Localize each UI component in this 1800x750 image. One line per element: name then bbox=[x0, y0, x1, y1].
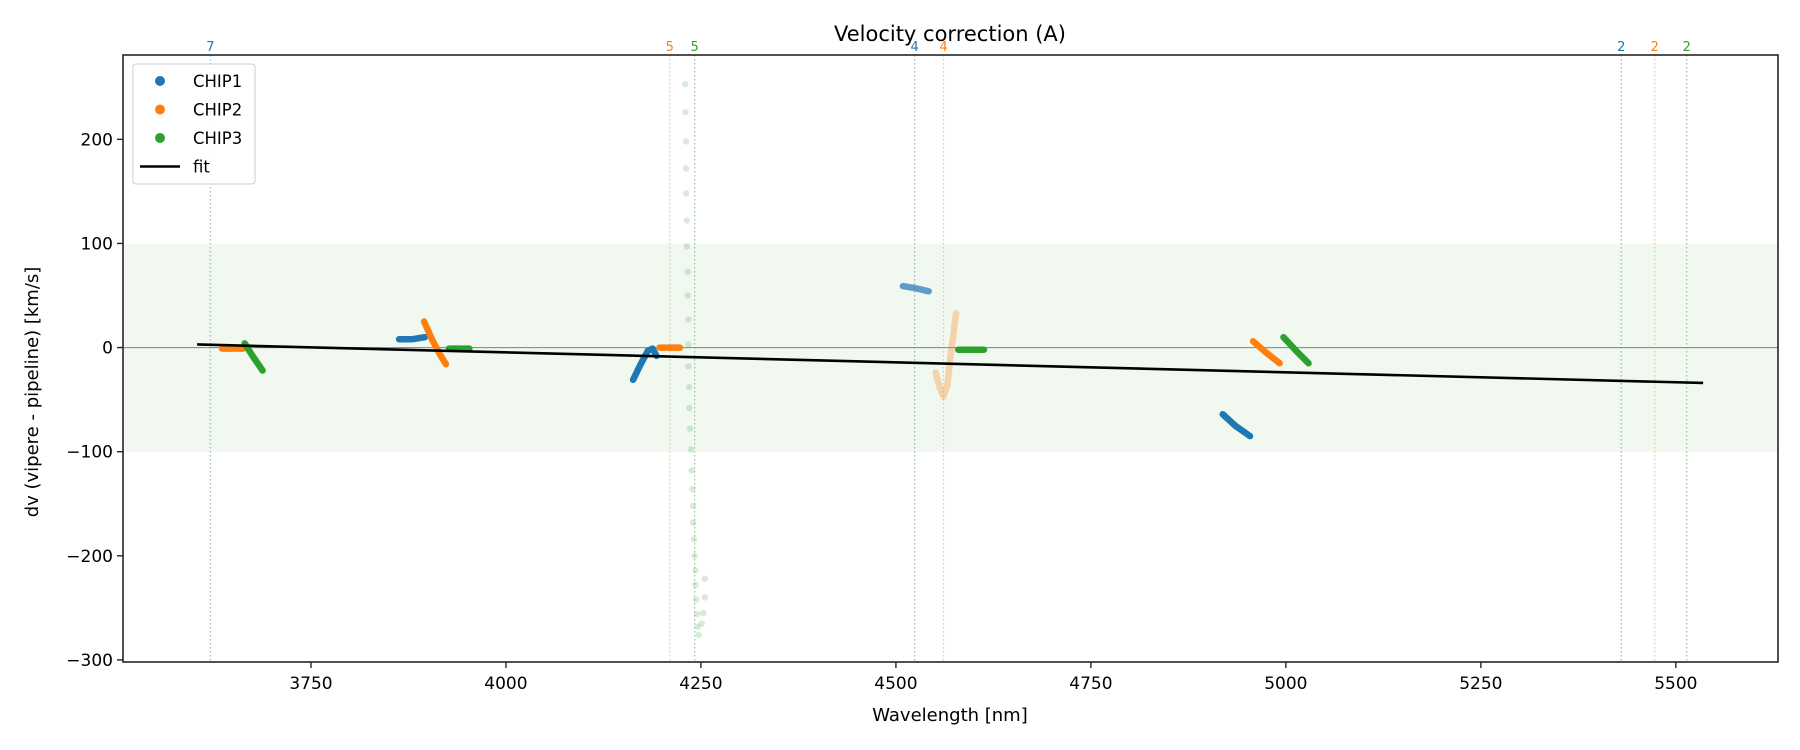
data-point bbox=[689, 519, 697, 526]
data-segment bbox=[932, 309, 960, 400]
data-point bbox=[689, 502, 697, 510]
data-point bbox=[695, 631, 702, 639]
data-point bbox=[685, 341, 692, 348]
chip-boundary-label: 2 bbox=[1683, 40, 1691, 55]
data-point bbox=[692, 581, 699, 589]
legend-marker-dot bbox=[155, 104, 165, 115]
data-point bbox=[691, 552, 698, 560]
legend-label: CHIP1 bbox=[193, 72, 242, 91]
data-point bbox=[686, 425, 694, 432]
legend-item-fit: fit bbox=[140, 158, 210, 177]
data-point bbox=[690, 535, 698, 543]
x-axis-ticks: 3750 4000 4250 4500 4750 5000 5250 5500 bbox=[289, 662, 1697, 694]
data-segment bbox=[1280, 333, 1312, 367]
y-tick-label: 200 bbox=[81, 130, 113, 150]
y-tick-label: 100 bbox=[81, 234, 113, 254]
x-tick-label: 4250 bbox=[679, 674, 722, 694]
data-point bbox=[686, 383, 693, 391]
legend-marker-dot bbox=[155, 133, 165, 143]
x-tick-label: 4000 bbox=[484, 674, 527, 694]
chip-boundary-label: 2 bbox=[1651, 40, 1659, 55]
data-point bbox=[693, 596, 700, 603]
legend-item-chip3: CHIP3 bbox=[155, 129, 242, 148]
series-chip2 bbox=[218, 309, 1283, 400]
data-point bbox=[694, 623, 702, 630]
data-point bbox=[686, 404, 693, 412]
data-point bbox=[693, 610, 701, 618]
chip-boundary-label: 4 bbox=[910, 40, 918, 55]
data-point bbox=[682, 190, 690, 197]
y-tick-label: −300 bbox=[66, 651, 113, 671]
chip-boundary-label: 5 bbox=[691, 40, 699, 55]
y-axis-ticks: −300 −200 −100 0 100 200 bbox=[66, 130, 123, 671]
data-point bbox=[682, 109, 689, 116]
data-point bbox=[684, 268, 691, 275]
data-segment bbox=[1219, 410, 1254, 440]
data-point bbox=[683, 217, 691, 224]
x-tick-label: 5250 bbox=[1459, 674, 1502, 694]
data-point bbox=[682, 138, 690, 145]
data-point bbox=[682, 165, 690, 172]
x-axis-label: Wavelength [nm] bbox=[872, 705, 1028, 726]
legend-item-chip2: CHIP2 bbox=[155, 101, 242, 120]
legend-box bbox=[132, 63, 256, 185]
x-tick-label: 3750 bbox=[289, 674, 332, 694]
y-axis-label: dv (vipere - pipeline) [km/s] bbox=[22, 267, 43, 518]
series-chip3 bbox=[241, 80, 1312, 639]
data-point bbox=[689, 485, 696, 493]
data-point bbox=[698, 620, 705, 627]
chip-boundary-label: 2 bbox=[1617, 40, 1625, 55]
legend: CHIP1 CHIP2 CHIP3 fit bbox=[132, 63, 256, 185]
data-point bbox=[692, 567, 699, 574]
data-segment bbox=[241, 340, 266, 374]
legend-label: fit bbox=[193, 158, 210, 177]
x-tick-label: 5500 bbox=[1654, 674, 1697, 694]
x-tick-label: 4750 bbox=[1069, 674, 1112, 694]
legend-marker-dot bbox=[155, 76, 165, 86]
data-point bbox=[701, 575, 709, 582]
axes-frame bbox=[122, 54, 1779, 663]
series-chip1 bbox=[395, 282, 1254, 440]
data-point bbox=[685, 316, 692, 323]
chip-boundary-label: 7 bbox=[206, 40, 214, 55]
x-tick-label: 4500 bbox=[874, 674, 917, 694]
fit-line bbox=[197, 343, 1704, 385]
legend-item-chip1: CHIP1 bbox=[155, 72, 242, 91]
data-point bbox=[700, 609, 707, 617]
data-point bbox=[684, 292, 691, 299]
legend-label: CHIP3 bbox=[193, 129, 242, 148]
legend-label: CHIP2 bbox=[193, 101, 242, 120]
data-segment bbox=[1249, 338, 1283, 367]
data-point bbox=[685, 363, 692, 370]
data-segment bbox=[420, 318, 450, 368]
data-segment bbox=[899, 282, 932, 295]
data-segment bbox=[395, 333, 429, 343]
y-tick-label: −200 bbox=[66, 547, 113, 567]
data-point bbox=[683, 243, 691, 250]
y-tick-label: 0 bbox=[102, 339, 113, 359]
data-point bbox=[688, 467, 695, 474]
chip-boundary-label: 4 bbox=[939, 40, 947, 55]
data-point bbox=[682, 80, 689, 88]
data-segment bbox=[629, 345, 660, 384]
chip-boundary-label: 5 bbox=[666, 40, 674, 55]
data-point bbox=[687, 446, 694, 453]
data-point bbox=[701, 594, 709, 601]
chart-title: Velocity correction (A) bbox=[834, 22, 1066, 46]
data-series bbox=[218, 80, 1312, 639]
x-tick-label: 5000 bbox=[1264, 674, 1307, 694]
fit-line-layer bbox=[197, 343, 1704, 385]
y-tick-label: −100 bbox=[66, 443, 113, 463]
